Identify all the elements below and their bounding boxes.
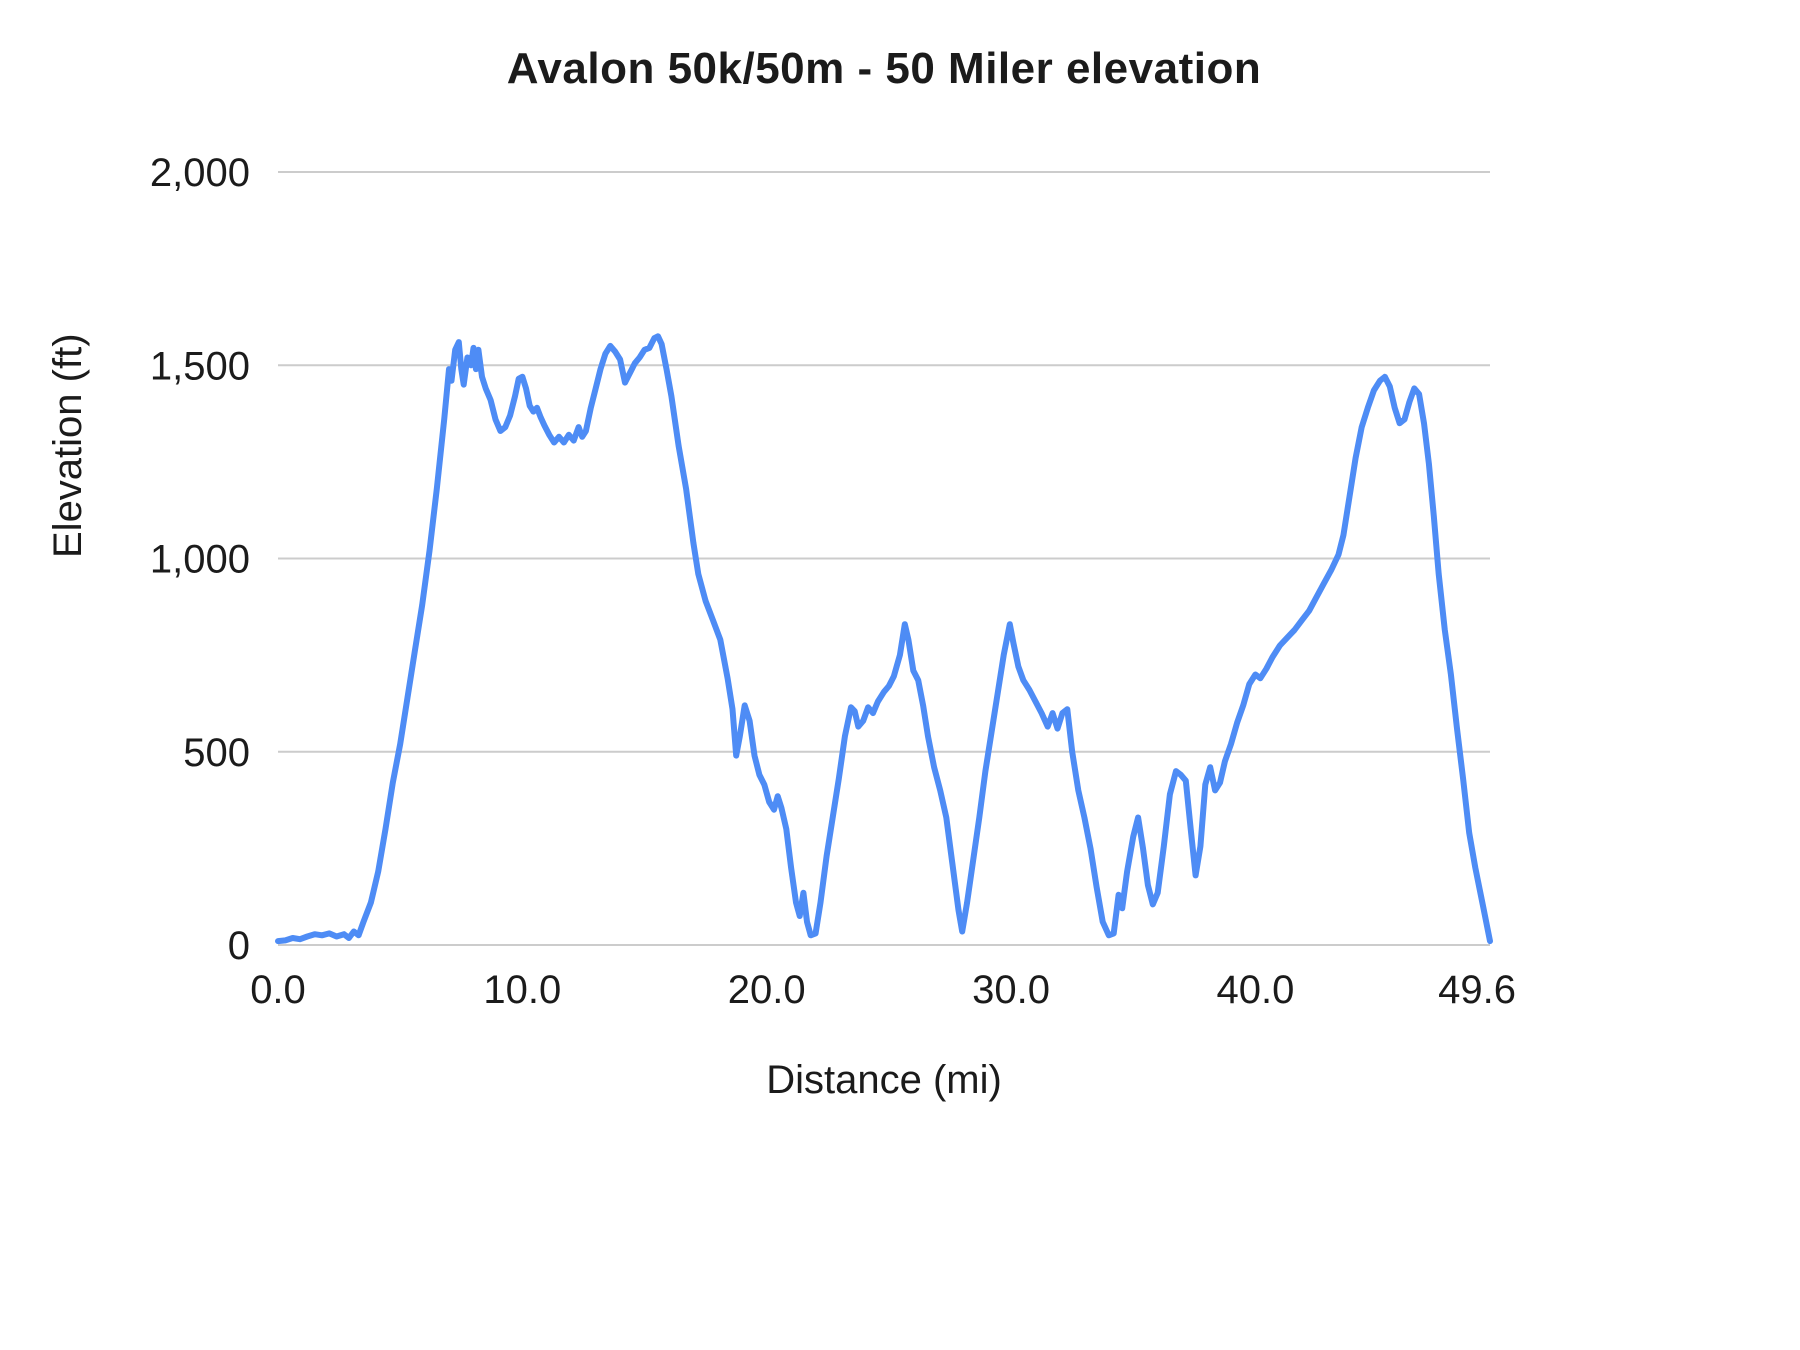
y-tick-label: 0 bbox=[228, 924, 250, 968]
chart-title: Avalon 50k/50m - 50 Miler elevation bbox=[506, 44, 1262, 93]
x-tick-label: 40.0 bbox=[1216, 968, 1294, 1012]
x-tick-label: 30.0 bbox=[972, 968, 1050, 1012]
x-tick-label: 0.0 bbox=[250, 968, 306, 1012]
x-axis-title: Distance (mi) bbox=[766, 1058, 1002, 1102]
y-tick-label: 1,000 bbox=[150, 538, 250, 582]
x-tick-label: 10.0 bbox=[483, 968, 561, 1012]
y-tick-label: 2,000 bbox=[150, 151, 250, 195]
y-tick-label: 1,500 bbox=[150, 344, 250, 388]
x-tick-label: 49.6 bbox=[1438, 968, 1516, 1012]
y-tick-label: 500 bbox=[183, 731, 250, 775]
elevation-line bbox=[275, 333, 1493, 945]
x-tick-label: 20.0 bbox=[728, 968, 806, 1012]
